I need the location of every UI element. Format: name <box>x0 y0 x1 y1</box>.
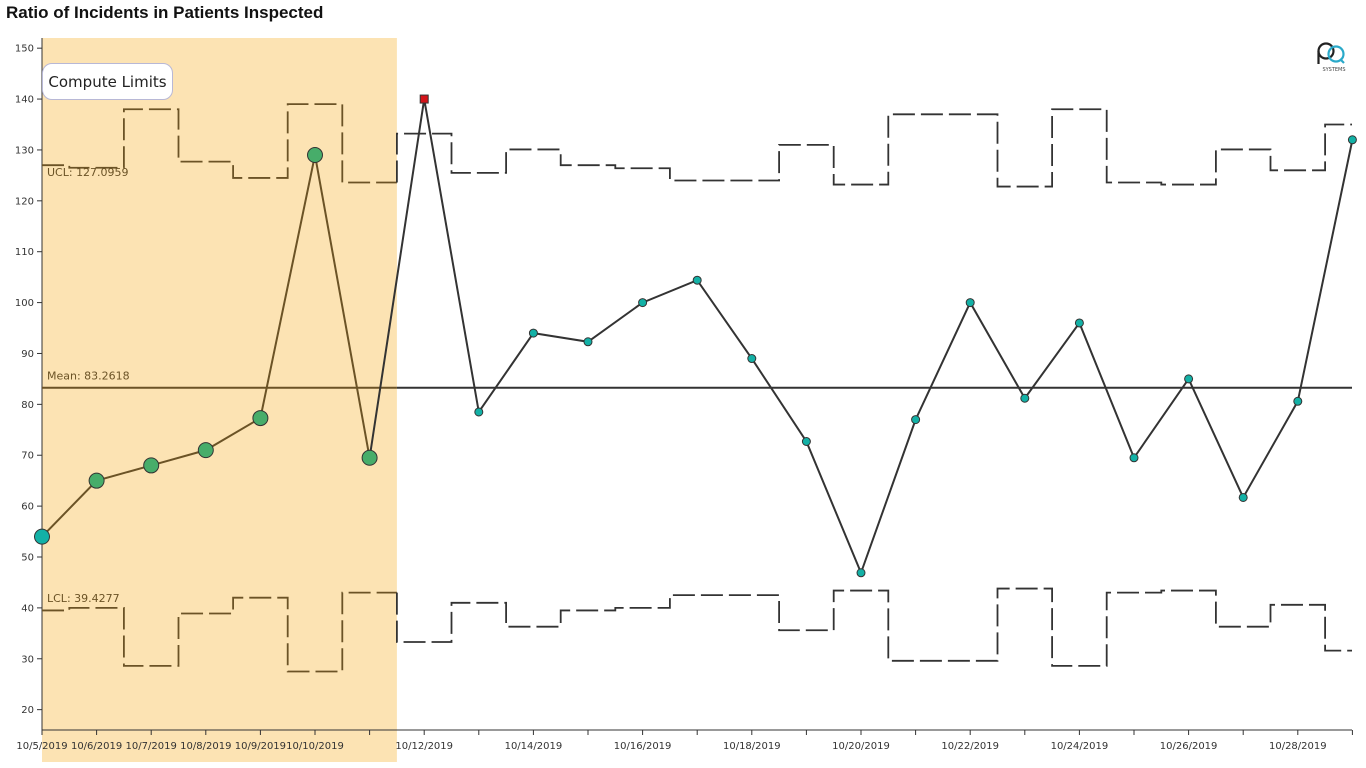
y-tick-label: 140 <box>15 95 34 106</box>
data-point <box>1074 318 1084 328</box>
ucl-label: UCL: 127.0959 <box>47 166 129 179</box>
x-tick-label: 10/14/2019 <box>505 741 563 752</box>
x-tick-label: 10/22/2019 <box>941 741 999 752</box>
y-tick-label: 120 <box>15 196 34 207</box>
y-tick-label: 110 <box>15 247 34 258</box>
data-point <box>965 298 975 308</box>
x-tick-label: 10/26/2019 <box>1160 741 1218 752</box>
y-tick-label: 30 <box>21 654 34 665</box>
x-tick-label: 10/28/2019 <box>1269 741 1327 752</box>
data-point <box>1347 135 1357 145</box>
y-tick-label: 20 <box>21 705 34 716</box>
data-point <box>801 436 811 446</box>
axes: 20 30 40 50 60 70 80 90 100 110 120 130 140 150 10/5/2… <box>15 38 1353 752</box>
y-tick-label: 70 <box>21 451 34 462</box>
data-series <box>34 94 1357 578</box>
x-tick-label: 10/18/2019 <box>723 741 781 752</box>
data-point <box>638 298 648 308</box>
highlighted-region <box>42 38 397 762</box>
y-tick-label: 90 <box>21 349 34 360</box>
data-point <box>474 407 484 417</box>
logo-text: SYSTEMS <box>1322 67 1345 73</box>
lcl-limit-line <box>396 587 1352 667</box>
ucl-limit-line-highlighted <box>42 103 397 184</box>
data-point <box>747 354 757 364</box>
data-point <box>856 568 866 578</box>
data-point <box>1293 396 1303 406</box>
out-of-control-point <box>419 94 429 104</box>
control-limits: UCL: 127.0959 Mean: 83.2618 LCL: 39.4277 <box>42 103 1352 673</box>
mean-label: Mean: 83.2618 <box>47 370 130 383</box>
ucl-limit-line <box>396 108 1352 188</box>
highlighted-data-point <box>197 442 214 459</box>
y-tick-label: 40 <box>21 603 34 614</box>
x-tick-label: 10/10/2019 <box>286 741 344 752</box>
y-tick-label: 100 <box>15 298 34 309</box>
y-tick-label: 150 <box>15 44 34 55</box>
y-tick-label: 50 <box>21 553 34 564</box>
data-point <box>692 275 702 285</box>
data-point <box>1184 374 1194 384</box>
y-tick-label: 80 <box>21 400 34 411</box>
highlighted-data-point <box>143 457 160 474</box>
highlighted-data-point <box>88 472 105 489</box>
x-tick-label: 10/12/2019 <box>395 741 453 752</box>
x-tick-label: 10/7/2019 <box>126 741 177 752</box>
data-point <box>583 337 593 347</box>
y-tick-label: 60 <box>21 502 34 513</box>
chart-title: Ratio of Incidents in Patients Inspected <box>6 3 324 22</box>
data-point <box>1129 453 1139 463</box>
highlighted-data-point <box>34 528 50 545</box>
x-tick-label: 10/20/2019 <box>832 741 890 752</box>
data-point <box>1020 393 1030 403</box>
lcl-label: LCL: 39.4277 <box>47 592 120 605</box>
highlighted-data-point <box>361 449 378 466</box>
series-line <box>368 98 1354 576</box>
x-tick-label: 10/24/2019 <box>1051 741 1109 752</box>
data-point <box>528 328 538 338</box>
highlighted-data-point <box>307 147 323 164</box>
x-tick-label: 10/8/2019 <box>180 741 231 752</box>
x-tick-label: 10/16/2019 <box>614 741 672 752</box>
data-point <box>911 415 921 425</box>
compute-limits-button[interactable]: Compute Limits <box>42 63 173 100</box>
x-tick-label: 10/9/2019 <box>235 741 286 752</box>
lcl-limit-line-highlighted <box>42 591 397 673</box>
x-tick-label: 10/6/2019 <box>71 741 122 752</box>
highlighted-data-point <box>252 410 269 427</box>
pq-systems-logo-icon: SYSTEMS <box>1314 40 1354 74</box>
x-tick-label: 10/5/2019 <box>16 741 67 752</box>
data-point <box>1238 492 1248 502</box>
y-tick-label: 130 <box>15 145 34 156</box>
